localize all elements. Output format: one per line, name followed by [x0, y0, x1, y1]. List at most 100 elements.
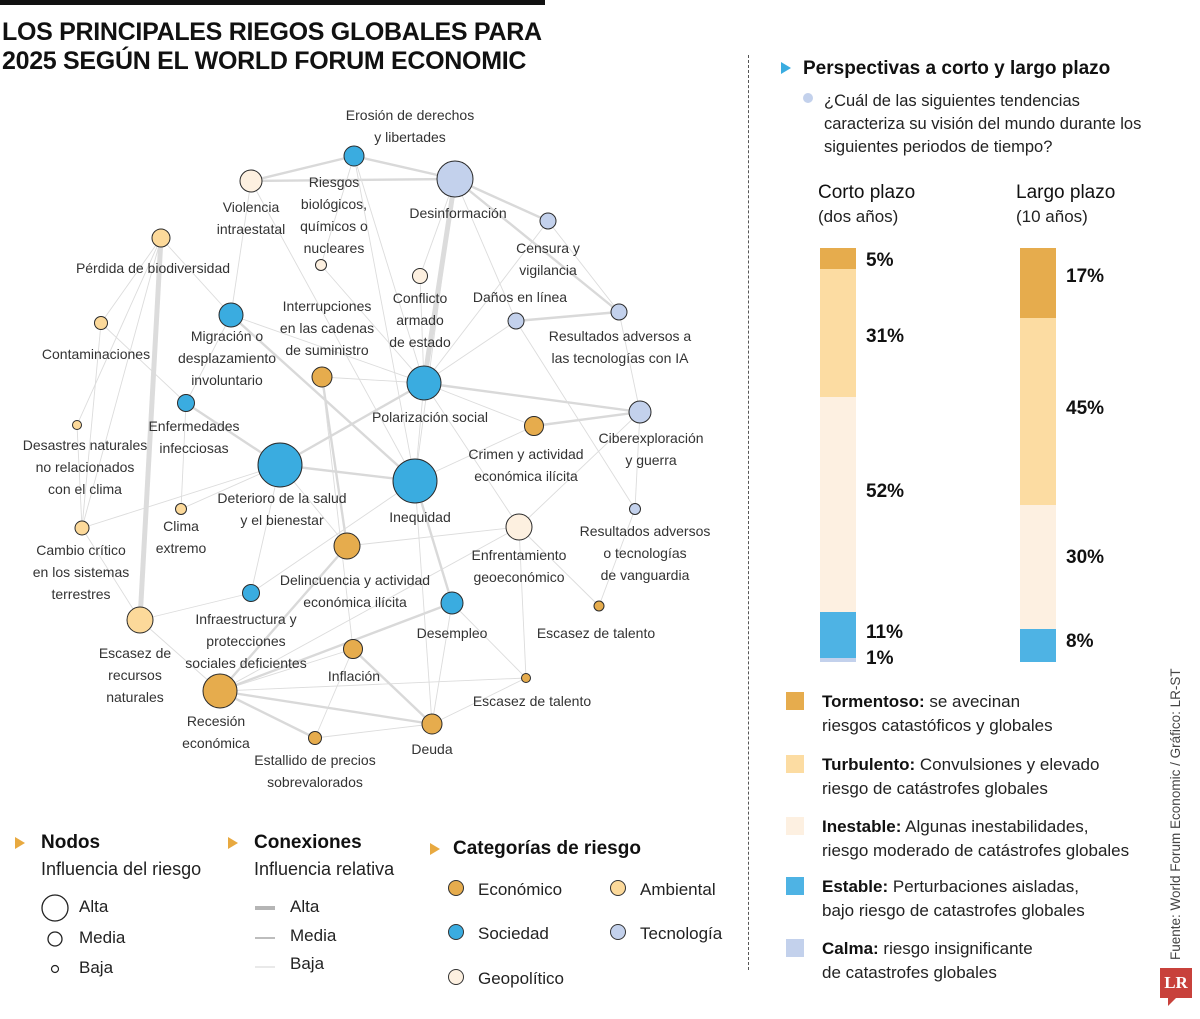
- bar-label-estable: 11%: [866, 622, 903, 643]
- node-conflicto: [412, 268, 428, 284]
- legend-node-media-icon: [47, 931, 63, 947]
- question-bullet-icon: [803, 93, 813, 103]
- edge-talento2-enfrentamiento: [518, 526, 527, 679]
- legend-node-alta: Alta: [79, 897, 109, 916]
- edge-biodiversidad-desastres: [76, 237, 162, 426]
- edge-biodiversidad-contaminaciones: [100, 237, 162, 324]
- edge-desinformacion-ia: [454, 178, 620, 313]
- legend-edge-widths: [255, 906, 275, 968]
- category-geopolitico-icon: [448, 969, 464, 985]
- panel-divider: [748, 55, 749, 970]
- bar-label-turbulento: 31%: [866, 326, 905, 347]
- node-delincuencia: [333, 532, 361, 560]
- edge-interrupciones-delincuencia: [320, 376, 349, 547]
- edge-riesgos_bio-erosion: [320, 155, 355, 266]
- node-label-contaminaciones: Contaminaciones: [42, 346, 150, 362]
- tormentoso-swatch-icon: [786, 692, 804, 710]
- edge-enfrentamiento-talento1: [518, 526, 600, 607]
- node-estallido: [308, 731, 322, 745]
- node-desinformacion: [436, 160, 474, 198]
- legend-nodes-subtitle: Influencia del riesgo: [41, 859, 202, 879]
- edge-migracion-polarizacion: [230, 314, 425, 384]
- edge-biodiversidad-escasez_rec: [137, 237, 164, 621]
- edge-biodiversidad-cambio: [81, 237, 162, 529]
- node-desempleo: [440, 591, 464, 615]
- node-migracion: [218, 302, 244, 328]
- node-contaminaciones: [94, 316, 108, 330]
- node-talento2: [521, 673, 531, 683]
- bar-segment-estable: [820, 612, 856, 658]
- node-label-conflicto: Conflicto armado de estado: [389, 290, 451, 350]
- outlook-question: ¿Cuál de las siguientes tendencias carac…: [824, 92, 1142, 156]
- node-label-desinformacion: Desinformación: [409, 205, 506, 221]
- edge-interrupciones-inflacion: [321, 376, 354, 650]
- edge-escasez_rec-recesion: [139, 619, 221, 692]
- node-label-deuda: Deuda: [411, 741, 452, 757]
- edge-enfrentamiento-delincuencia: [346, 526, 520, 547]
- legend-nodes-title: Nodos: [41, 832, 101, 853]
- node-label-enfermedades: Enfermedades infecciosas: [148, 418, 239, 456]
- node-label-ciber: Ciberexploración y guerra: [598, 430, 703, 468]
- outlook-heading: Perspectivas a corto y largo plazo: [803, 58, 1111, 79]
- chart-title: LOS PRINCIPALES RIEGOS GLOBALES PARA 202…: [2, 18, 542, 76]
- legend-node-alta-icon: [41, 894, 69, 922]
- edge-recesion-enfrentamiento: [219, 526, 520, 692]
- node-label-inequidad: Inequidad: [389, 509, 451, 525]
- edge-danos-polarizacion: [423, 320, 517, 384]
- edge-clima-enfermedades: [180, 402, 187, 510]
- category-sociedad: Sociedad: [448, 924, 549, 944]
- short-term-stacked-bar: [820, 248, 856, 662]
- edge-inequidad-deuda: [414, 480, 433, 725]
- legend-arrow-icon: [430, 843, 440, 855]
- lr-logo: LR: [1160, 968, 1192, 1006]
- turbulento-swatch-icon: [786, 755, 804, 773]
- legend-arrow-icon: [15, 837, 25, 849]
- node-ia: [610, 303, 628, 321]
- bar-label-estable: 8%: [1066, 631, 1094, 652]
- bar-segment-calma: [820, 657, 856, 662]
- category-ambiental: Ambiental: [610, 880, 716, 900]
- edge-escasez_rec-infraestructura: [139, 592, 252, 621]
- edge-recesion-deuda: [219, 689, 433, 726]
- bar-label-calma: 1%: [866, 648, 894, 669]
- node-erosion: [343, 145, 365, 167]
- node-label-enfrentamiento: Enfrentamiento geoeconómico: [472, 547, 567, 585]
- edge-conflicto-polarizacion: [419, 275, 425, 384]
- node-label-riesgos_bio: Riesgos biológicos, químicos o nucleares: [300, 174, 368, 256]
- node-escasez_rec: [126, 606, 154, 634]
- node-label-clima: Clima extremo: [156, 518, 207, 556]
- bar-segment-tormentoso: [820, 248, 856, 269]
- edge-danos-vanguardia: [515, 320, 636, 510]
- title-top-rule: [0, 0, 545, 5]
- edge-desempleo-deuda: [431, 602, 453, 725]
- inestable-swatch-icon: [786, 817, 804, 835]
- legend-node-baja-icon: [50, 964, 60, 974]
- node-label-ia: Resultados adversos a las tecnologías con…: [549, 328, 692, 366]
- heading-arrow-icon: [781, 62, 791, 74]
- estable-swatch-icon: [786, 877, 804, 895]
- edge-biodiversidad-migracion: [160, 237, 232, 316]
- node-label-censura: Censura y vigilancia: [516, 240, 580, 278]
- edge-recesion-inflacion: [219, 648, 354, 692]
- node-label-inflacion: Inflación: [328, 668, 380, 684]
- edge-polarizacion-ciber: [423, 381, 641, 414]
- edge-talento2-desempleo: [451, 602, 527, 679]
- edge-crimen-ciber: [533, 410, 641, 428]
- bar-label-inestable: 52%: [866, 481, 905, 502]
- node-polarizacion: [406, 365, 442, 401]
- node-inflacion: [343, 639, 363, 659]
- bar-label-inestable: 30%: [1066, 547, 1105, 568]
- bar-segment-inestable: [1020, 504, 1056, 629]
- edge-violencia-migracion: [230, 180, 252, 316]
- edge-estallido-deuda: [314, 723, 433, 739]
- short-term-subtitle: (dos años): [818, 207, 899, 226]
- edge-violencia-inequidad: [250, 180, 416, 482]
- node-clima: [175, 503, 187, 515]
- edge-riesgos_bio-polarizacion: [320, 264, 425, 384]
- edge-censura-polarizacion: [423, 220, 549, 384]
- calma-swatch-icon: [786, 939, 804, 957]
- title-line-2: 2025 SEGÚN EL WORLD FORUM ECONOMIC: [2, 47, 527, 75]
- node-violencia: [239, 169, 263, 193]
- edge-talento2-recesion: [219, 677, 527, 692]
- nodes-layer: [72, 145, 652, 745]
